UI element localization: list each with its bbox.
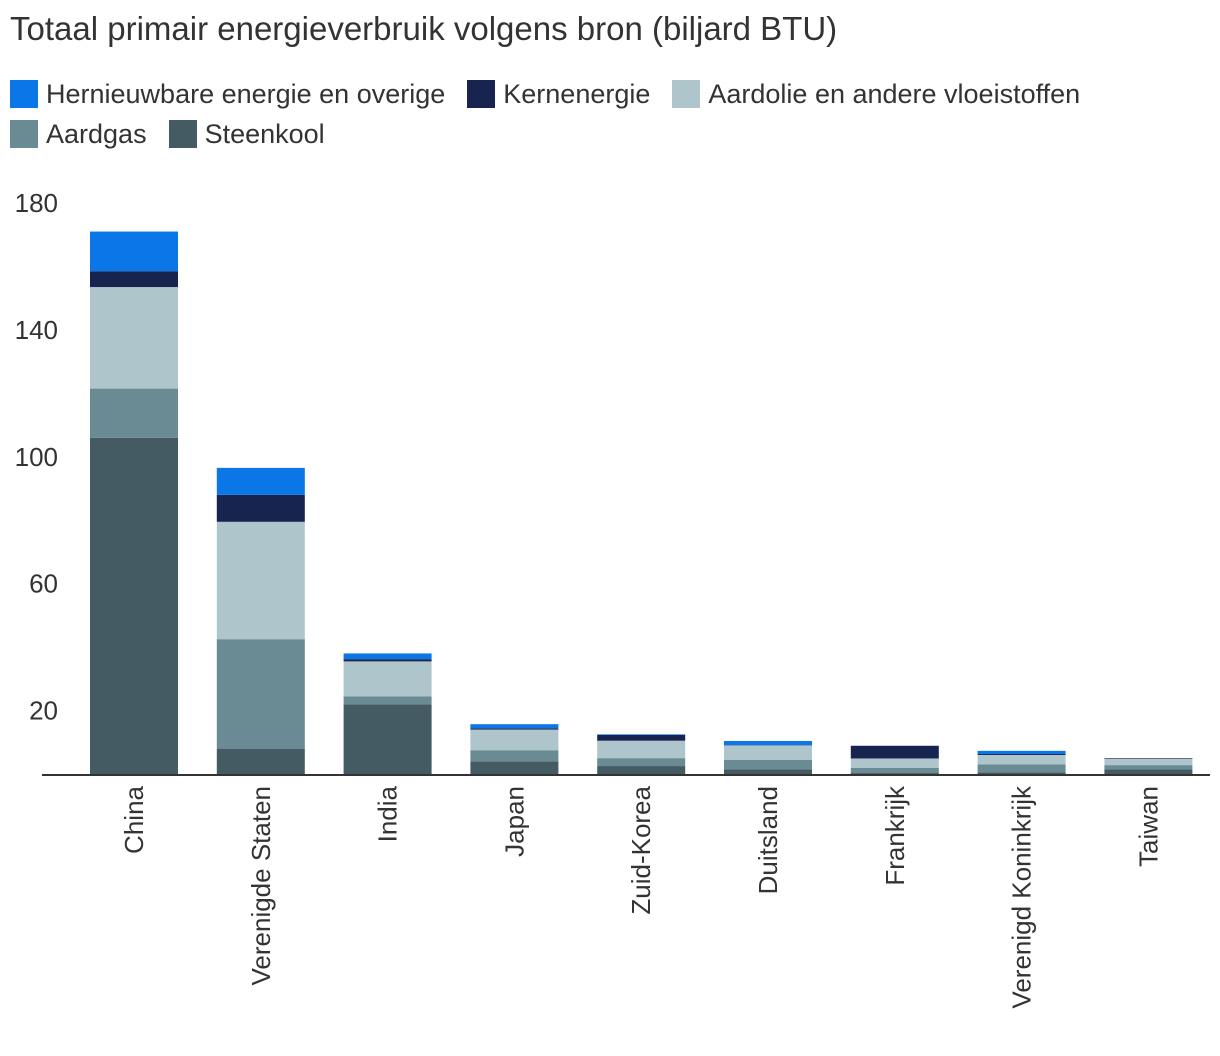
bar-segment bbox=[343, 653, 432, 660]
bar-segment bbox=[977, 772, 1066, 774]
legend-swatch bbox=[168, 120, 197, 148]
bar-segment bbox=[343, 704, 432, 774]
bar-segment bbox=[470, 761, 559, 774]
bar-segment bbox=[1104, 758, 1193, 759]
bar-segment bbox=[724, 741, 812, 746]
y-tick-label: 140 bbox=[15, 315, 58, 345]
legend-label: Hernieuwbare energie en overige bbox=[46, 78, 446, 109]
x-tick-label: Duitsland bbox=[753, 786, 783, 894]
bar-segment bbox=[216, 467, 305, 495]
bar-segment bbox=[216, 494, 305, 522]
bar-segment bbox=[470, 728, 559, 730]
bar-segment bbox=[977, 764, 1066, 773]
legend-swatch bbox=[10, 80, 38, 108]
legend: Hernieuwbare energie en overige Kernener… bbox=[10, 74, 1210, 154]
bar-segment bbox=[724, 759, 812, 770]
legend-label: Kernenergie bbox=[503, 78, 651, 109]
x-tick-label: Japan bbox=[499, 786, 529, 857]
bar-segment bbox=[597, 734, 686, 741]
x-tick-label: Verenigd Koninkrijk bbox=[1007, 785, 1037, 1009]
legend-item-natural-gas: Aardgas bbox=[10, 119, 147, 150]
bar-segment bbox=[470, 729, 559, 751]
bar-segment bbox=[850, 758, 939, 768]
bar-segment bbox=[216, 748, 305, 774]
bar-segment bbox=[597, 734, 686, 735]
bar-segment bbox=[977, 750, 1066, 755]
x-tick-label: Frankrijk bbox=[880, 785, 910, 886]
x-tick-label: Verenigde Staten bbox=[246, 786, 276, 986]
bar-segment bbox=[90, 287, 178, 389]
bar-segment bbox=[977, 754, 1066, 755]
bar-segment bbox=[470, 724, 559, 729]
bar-segment bbox=[850, 773, 939, 774]
x-tick-label: Zuid-Korea bbox=[626, 785, 656, 914]
bar-segment bbox=[90, 388, 178, 438]
x-tick-label: China bbox=[119, 785, 149, 853]
y-tick-label: 60 bbox=[29, 569, 58, 599]
y-tick-label: 180 bbox=[15, 188, 58, 218]
legend-item-nuclear: Kernenergie bbox=[467, 79, 650, 110]
bar-segment bbox=[90, 231, 178, 272]
bar-segment bbox=[343, 661, 432, 697]
bar-segment bbox=[1104, 769, 1193, 774]
legend-row: Hernieuwbare energie en overige Kernener… bbox=[10, 74, 1210, 114]
bar-segment bbox=[597, 740, 686, 759]
legend-item-petroleum: Aardolie en andere vloeistoffen bbox=[672, 79, 1080, 110]
legend-row: Aardgas Steenkool bbox=[10, 114, 1210, 154]
bar-segment bbox=[850, 767, 939, 774]
x-tick-label: Taiwan bbox=[1133, 786, 1163, 867]
legend-label: Aardgas bbox=[46, 118, 147, 149]
bar-segment bbox=[90, 437, 178, 774]
y-tick-label: 100 bbox=[15, 442, 58, 472]
bar-segment bbox=[1104, 758, 1193, 766]
bar-segment bbox=[343, 696, 432, 705]
bar-segment bbox=[977, 754, 1066, 765]
bar-segment bbox=[724, 769, 812, 774]
legend-label: Steenkool bbox=[204, 118, 325, 149]
bar-segment bbox=[216, 639, 305, 749]
legend-label: Aardolie en andere vloeistoffen bbox=[708, 78, 1081, 109]
x-tick-label: India bbox=[373, 785, 403, 842]
bar-segment bbox=[470, 750, 559, 762]
bar-segment bbox=[1104, 765, 1193, 770]
y-tick-label: 20 bbox=[29, 696, 58, 726]
bar-segment bbox=[597, 758, 686, 767]
legend-swatch bbox=[10, 120, 38, 148]
bar-segment bbox=[850, 745, 939, 759]
legend-swatch bbox=[672, 80, 701, 108]
bar-segment bbox=[724, 745, 812, 760]
bar-segment bbox=[597, 766, 686, 774]
bar-segment bbox=[343, 659, 432, 662]
chart-title: Totaal primair energieverbruik volgens b… bbox=[10, 10, 838, 47]
legend-item-coal: Steenkool bbox=[168, 118, 325, 150]
legend-swatch bbox=[467, 80, 496, 108]
legend-item-renewables: Hernieuwbare energie en overige bbox=[10, 79, 445, 110]
bar-segment bbox=[90, 271, 178, 288]
bar-segment bbox=[216, 521, 305, 640]
